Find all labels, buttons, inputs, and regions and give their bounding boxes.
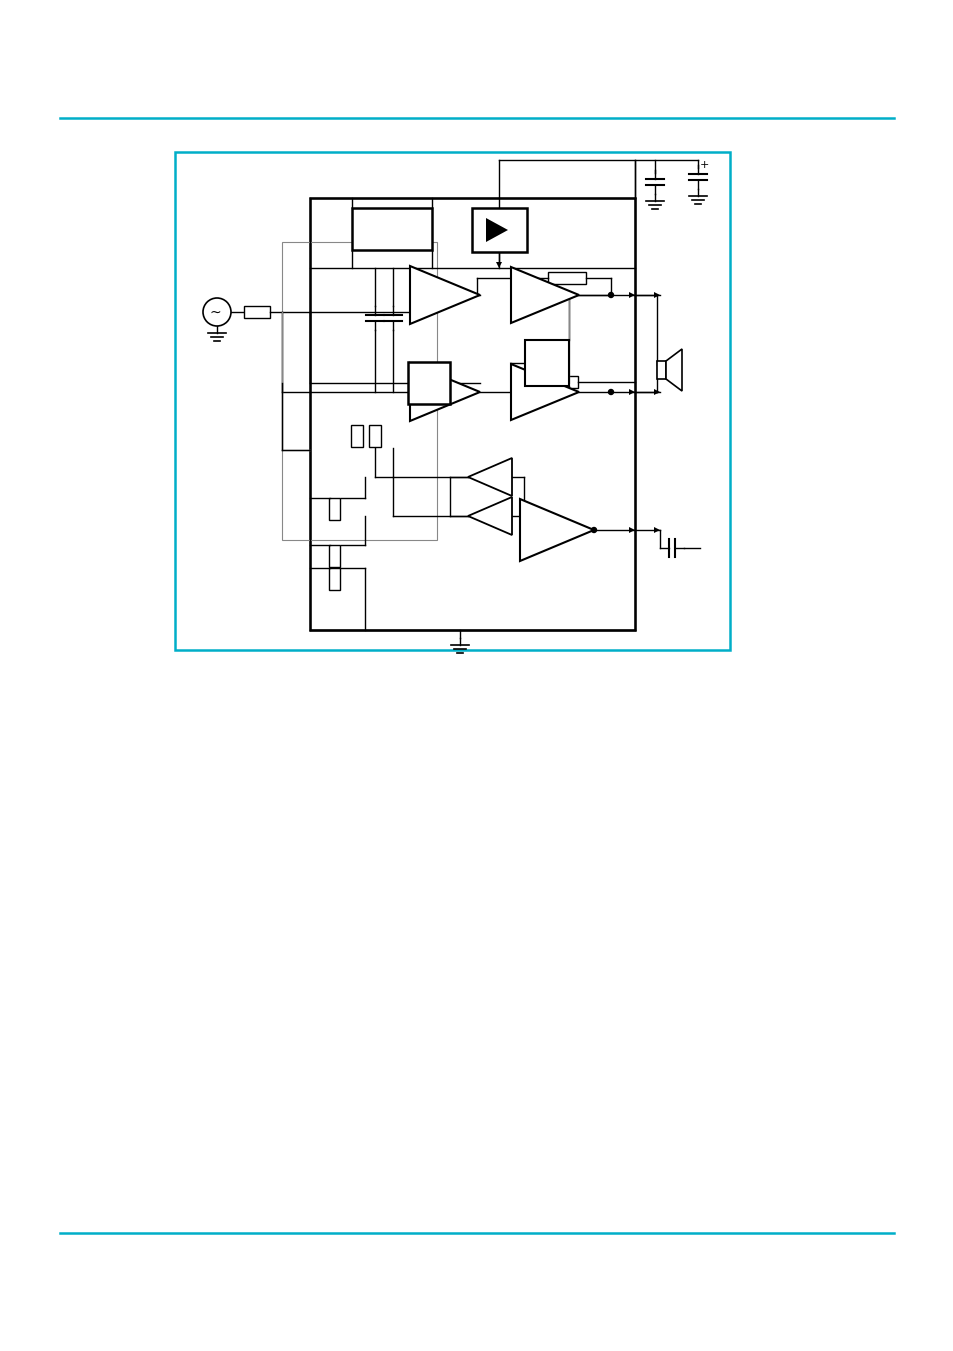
Bar [472, 208, 526, 253]
Polygon shape [468, 497, 512, 535]
Polygon shape [628, 527, 635, 534]
Polygon shape [628, 292, 635, 299]
Circle shape [203, 299, 231, 326]
Bar [352, 208, 432, 250]
Polygon shape [496, 262, 501, 267]
Polygon shape [628, 389, 635, 394]
Polygon shape [410, 266, 479, 324]
Bar [524, 340, 568, 386]
Bar [310, 199, 635, 630]
Bar [657, 361, 665, 380]
Polygon shape [654, 527, 659, 534]
Text: ~: ~ [209, 305, 220, 320]
Bar [329, 567, 340, 590]
Polygon shape [511, 267, 578, 323]
Polygon shape [665, 349, 681, 390]
Bar [329, 499, 340, 520]
Bar [329, 544, 340, 567]
Polygon shape [519, 499, 594, 561]
Bar [408, 362, 450, 404]
Polygon shape [654, 389, 659, 394]
Bar [539, 376, 578, 388]
Polygon shape [654, 292, 659, 299]
Polygon shape [468, 458, 512, 496]
Bar [547, 272, 585, 284]
Bar [174, 153, 729, 650]
Text: +: + [699, 159, 708, 170]
Bar [369, 426, 380, 447]
Polygon shape [511, 363, 578, 420]
Bar [282, 242, 436, 540]
Bar [351, 426, 363, 447]
Polygon shape [485, 218, 507, 242]
Circle shape [591, 527, 596, 532]
Bar [244, 305, 270, 317]
Circle shape [608, 389, 613, 394]
Polygon shape [410, 363, 479, 422]
Circle shape [608, 293, 613, 297]
